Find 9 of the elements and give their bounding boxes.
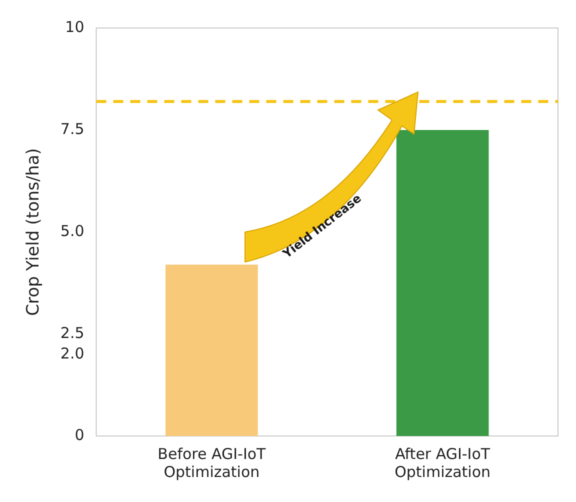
x-tick-label: Before AGI-IoT Optimization <box>158 444 267 481</box>
x-tick-label: After AGI-IoT Optimization <box>394 444 491 481</box>
y-axis-title: Crop Yield (tons/ha) <box>24 148 44 316</box>
y-tick-label: 0 <box>74 426 84 444</box>
y-tick-label: 2.0 <box>60 344 84 362</box>
y-tick-label: 7.5 <box>60 120 84 138</box>
y-tick-label: 2.5 <box>60 324 84 342</box>
y-tick-label: 10 <box>65 18 84 36</box>
y-tick-label: 5.0 <box>60 222 84 240</box>
